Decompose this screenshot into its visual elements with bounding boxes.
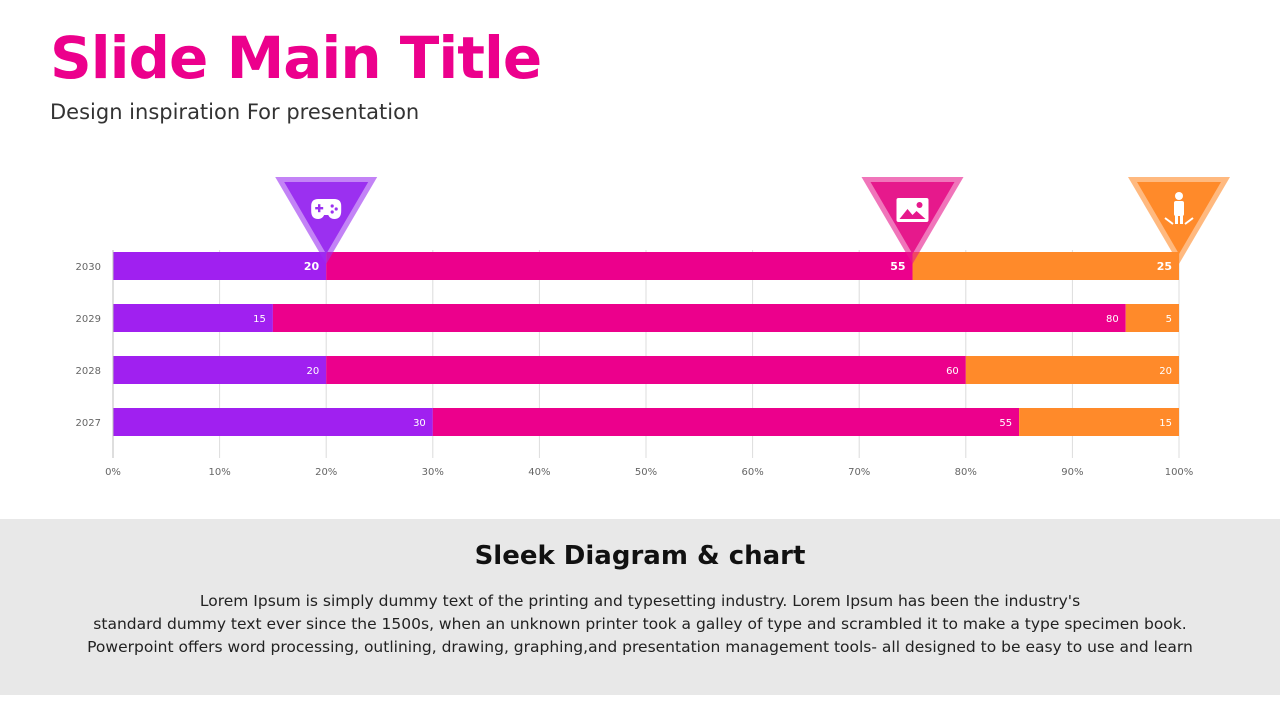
marker-triangle bbox=[861, 177, 964, 264]
slide-subtitle: Design inspiration For presentation bbox=[50, 100, 420, 124]
data-label: 20 bbox=[304, 260, 320, 273]
data-label: 25 bbox=[1157, 260, 1172, 273]
bar-segment bbox=[326, 356, 966, 384]
footer-line: Lorem Ipsum is simply dummy text of the … bbox=[199, 592, 1081, 610]
bar-segment bbox=[326, 252, 913, 280]
footer-line: standard dummy text ever since the 1500s… bbox=[93, 615, 1187, 633]
footer-panel: Sleek Diagram & chart Lorem Ipsum is sim… bbox=[0, 519, 1280, 695]
chart-bars: 20 55 25 15 80 5 20 60 20 30 55 15 bbox=[113, 252, 1179, 436]
footer-line: Powerpoint offers word processing, outli… bbox=[87, 638, 1193, 656]
x-tick-label: 60% bbox=[741, 467, 763, 478]
bar-segment bbox=[113, 356, 327, 384]
bar-segment bbox=[113, 252, 327, 280]
x-tick-label: 10% bbox=[208, 467, 230, 478]
slide-title: Slide Main Title bbox=[50, 24, 542, 92]
y-tick-label: 2030 bbox=[76, 262, 101, 273]
x-tick-label: 50% bbox=[635, 467, 657, 478]
x-tick-label: 80% bbox=[955, 467, 977, 478]
x-tick-label: 100% bbox=[1165, 467, 1194, 478]
bar-segment bbox=[1125, 304, 1179, 332]
data-label: 5 bbox=[1166, 314, 1172, 325]
data-label: 20 bbox=[306, 366, 319, 377]
marker-triangle bbox=[275, 177, 378, 264]
footer-heading: Sleek Diagram & chart bbox=[474, 541, 806, 571]
bar-segment bbox=[113, 408, 433, 436]
bar-segment bbox=[113, 304, 273, 332]
bar-segment bbox=[1019, 408, 1179, 436]
data-label: 55 bbox=[999, 418, 1012, 429]
data-label: 15 bbox=[1159, 418, 1172, 429]
bar-segment bbox=[912, 252, 1179, 280]
x-tick-label: 30% bbox=[422, 467, 444, 478]
bar-segment bbox=[272, 304, 1126, 332]
data-label: 55 bbox=[890, 260, 905, 273]
x-tick-label: 20% bbox=[315, 467, 337, 478]
y-tick-label: 2028 bbox=[76, 366, 101, 377]
x-tick-label: 0% bbox=[105, 467, 121, 478]
x-tick-label: 70% bbox=[848, 467, 870, 478]
person-icon bbox=[1164, 192, 1194, 225]
y-tick-label: 2027 bbox=[76, 418, 101, 429]
data-label: 60 bbox=[946, 366, 959, 377]
image-icon bbox=[896, 198, 929, 222]
data-label: 15 bbox=[253, 314, 266, 325]
data-label: 20 bbox=[1159, 366, 1172, 377]
gamepad-icon bbox=[311, 199, 342, 219]
chart-axis: 0% 10% 20% 30% 40% 50% 60% 70% 80% 90% 100%2030202… bbox=[76, 250, 1194, 478]
marker-inner bbox=[1137, 182, 1221, 254]
x-tick-label: 40% bbox=[528, 467, 550, 478]
bar-segment bbox=[432, 408, 1020, 436]
data-label: 80 bbox=[1106, 314, 1119, 325]
y-tick-label: 2029 bbox=[76, 314, 101, 325]
data-label: 30 bbox=[413, 418, 426, 429]
chart-markers bbox=[275, 177, 1230, 264]
marker-inner bbox=[284, 182, 369, 254]
x-tick-label: 90% bbox=[1061, 467, 1083, 478]
bar-segment bbox=[965, 356, 1179, 384]
footer-body: Lorem Ipsum is simply dummy text of the … bbox=[60, 590, 1220, 659]
marker-triangle bbox=[1128, 177, 1230, 264]
